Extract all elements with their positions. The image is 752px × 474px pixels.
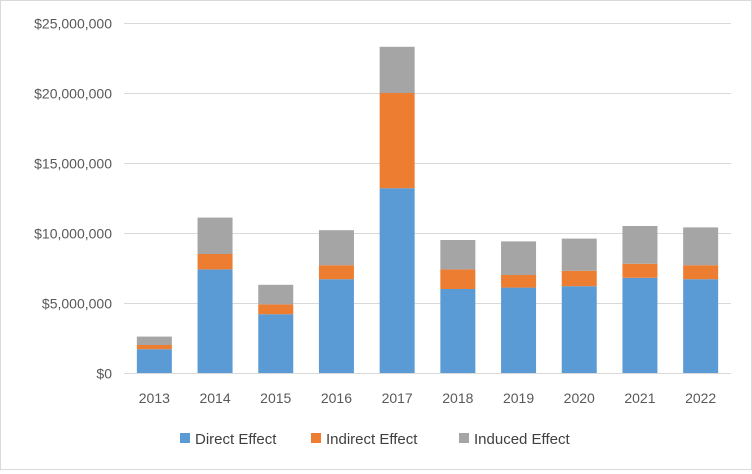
bar-segment-induced-effect [501, 241, 537, 275]
bar-segment-direct-effect [197, 269, 233, 373]
bar-segment-indirect-effect [683, 265, 719, 280]
y-tick-label: $20,000,000 [34, 86, 112, 102]
bar-segment-indirect-effect [197, 254, 233, 270]
bar-segment-induced-effect [683, 227, 719, 266]
bar-segment-indirect-effect [258, 304, 294, 315]
x-tick-label: 2017 [382, 390, 413, 406]
bar-segment-direct-effect [258, 314, 294, 373]
x-tick-label: 2019 [503, 390, 534, 406]
legend-label: Induced Effect [474, 431, 570, 448]
legend-swatch-induced-effect [459, 433, 469, 443]
bar-segment-direct-effect [622, 277, 658, 373]
bar-segment-direct-effect [683, 279, 719, 373]
bar-segment-induced-effect [318, 230, 354, 266]
legend-swatch-direct-effect [180, 433, 190, 443]
bar-segment-direct-effect [440, 289, 476, 373]
bar-segment-indirect-effect [136, 345, 172, 350]
bar-segment-indirect-effect [501, 275, 537, 288]
bar-segment-direct-effect [318, 279, 354, 373]
x-tick-label: 2013 [139, 390, 170, 406]
bar-segment-indirect-effect [318, 265, 354, 280]
bar-segment-direct-effect [379, 188, 415, 373]
x-tick-label: 2018 [442, 390, 473, 406]
x-tick-label: 2020 [564, 390, 595, 406]
bar-segment-induced-effect [440, 240, 476, 270]
bar-segment-indirect-effect [561, 270, 597, 287]
y-tick-label: $25,000,000 [34, 16, 112, 32]
bar-segment-indirect-effect [440, 269, 476, 289]
x-tick-label: 2015 [260, 390, 291, 406]
bar-segment-induced-effect [622, 226, 658, 264]
bar-segment-induced-effect [561, 238, 597, 271]
y-tick-label: $5,000,000 [42, 296, 112, 312]
y-tick-label: $0 [96, 366, 112, 382]
x-tick-label: 2014 [199, 390, 230, 406]
y-tick-label: $15,000,000 [34, 156, 112, 172]
bar-segment-induced-effect [379, 46, 415, 93]
bar-segment-induced-effect [197, 217, 233, 254]
x-tick-label: 2016 [321, 390, 352, 406]
bar-segment-direct-effect [501, 287, 537, 373]
y-tick-label: $10,000,000 [34, 226, 112, 242]
axes: $0 $5,000,000 $10,000,000 $15,000,000 $20,00… [34, 16, 731, 406]
x-tick-label: 2021 [624, 390, 655, 406]
legend: Direct Effect Indirect Effect Induced Effe… [180, 431, 570, 448]
bars [136, 46, 719, 373]
bar-segment-direct-effect [136, 349, 172, 373]
bar-segment-induced-effect [258, 284, 294, 305]
legend-label: Direct Effect [195, 431, 277, 448]
bar-segment-direct-effect [561, 286, 597, 373]
x-tick-label: 2022 [685, 390, 716, 406]
bar-segment-indirect-effect [622, 263, 658, 278]
legend-label: Indirect Effect [326, 431, 418, 448]
bar-segment-induced-effect [136, 336, 172, 345]
bar-segment-indirect-effect [379, 93, 415, 189]
legend-swatch-indirect-effect [311, 433, 321, 443]
